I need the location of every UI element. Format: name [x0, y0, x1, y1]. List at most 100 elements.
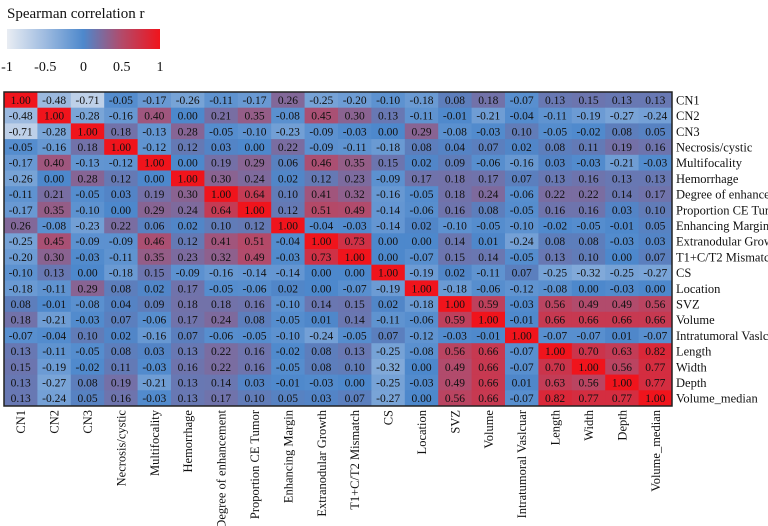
heatmap-cell [338, 233, 372, 250]
heatmap-cell [438, 170, 473, 187]
cell-value-label: 0.23 [345, 173, 365, 185]
cell-value-label: -0.21 [476, 111, 500, 123]
heatmap-cell [571, 311, 606, 328]
heatmap-cell [70, 154, 105, 171]
cell-value-label: 0.13 [545, 95, 565, 107]
heatmap-cell [237, 92, 272, 109]
cell-value-label: 0.00 [411, 393, 431, 405]
cell-value-label: -0.05 [276, 362, 300, 374]
cell-value-label: 0.66 [478, 362, 498, 374]
heatmap-cell [371, 390, 406, 407]
cell-value-label: 0.10 [77, 330, 97, 342]
cell-value-label: 0.13 [545, 252, 565, 264]
heatmap-cell [171, 249, 205, 266]
cell-value-label: -0.21 [610, 158, 634, 170]
heatmap-cell [371, 327, 406, 344]
cell-value-label: -0.05 [109, 95, 133, 107]
cell-value-label: 0.35 [44, 205, 64, 217]
heatmap-cell [505, 280, 539, 297]
heatmap-cell [638, 296, 673, 313]
cell-value-label: 0.07 [345, 393, 365, 405]
row-label: Hemorrhage [676, 172, 739, 186]
cell-value-label: -0.03 [443, 330, 467, 342]
heatmap-cell [237, 139, 272, 156]
heatmap-cell [271, 390, 306, 407]
cell-value-label: 0.05 [645, 220, 665, 232]
cell-value-label: -0.11 [343, 142, 367, 154]
heatmap-cell [404, 201, 439, 219]
heatmap-cell [70, 390, 105, 407]
cell-value-label: 0.00 [244, 142, 264, 154]
heatmap-cell [237, 264, 272, 281]
cell-value-label: 0.09 [144, 299, 164, 311]
heatmap-cell [404, 327, 439, 344]
heatmap-cell [304, 201, 339, 219]
cell-value-label: 0.16 [578, 205, 598, 217]
cell-value-label: 0.08 [111, 283, 131, 295]
heatmap-cell [338, 92, 372, 109]
cell-value-label: 0.10 [345, 362, 365, 374]
cell-value-label: 0.41 [211, 236, 231, 248]
row-label: CN1 [676, 93, 700, 107]
cell-value-label: -0.10 [376, 95, 400, 107]
heatmap-cell [571, 374, 606, 391]
cell-value-label: -0.12 [410, 330, 434, 342]
column-label: Multifocality [148, 409, 162, 476]
row-label: CN2 [676, 109, 700, 123]
cell-value-label: 0.22 [211, 362, 231, 374]
row-label: Enhancing Margin [676, 219, 768, 233]
cell-value-label: -0.17 [243, 95, 267, 107]
heatmap-cell [371, 186, 406, 203]
heatmap-cell [404, 296, 439, 313]
cell-value-label: 0.24 [211, 315, 231, 327]
cell-value-label: -0.20 [343, 95, 367, 107]
cell-value-label: 0.04 [445, 142, 465, 154]
row-label: CN3 [676, 125, 700, 139]
heatmap-cell [605, 170, 640, 187]
cell-value-label: -0.11 [9, 189, 33, 201]
cell-value-label: 0.02 [144, 283, 164, 295]
heatmap-cell [505, 154, 539, 171]
cell-value-label: -0.02 [577, 126, 601, 138]
heatmap-cell [37, 139, 72, 156]
cell-value-label: 0.18 [111, 126, 131, 138]
heatmap-cell [571, 92, 606, 109]
cell-value-label: -0.12 [109, 158, 133, 170]
heatmap-cell [237, 123, 272, 140]
heatmap-cell [171, 343, 205, 360]
heatmap-cell [371, 233, 406, 250]
cell-value-label: 0.14 [345, 315, 365, 327]
cell-value-label: 1.00 [11, 95, 31, 107]
heatmap-cell [505, 186, 539, 203]
heatmap-cell [304, 233, 339, 250]
legend-tick-label: 0 [80, 60, 87, 75]
cell-value-label: -0.05 [510, 205, 534, 217]
cell-value-label: -0.09 [76, 236, 100, 248]
cell-value-label: 0.10 [278, 189, 298, 201]
heatmap-cell [371, 154, 406, 171]
cell-value-label: -0.03 [76, 252, 100, 264]
heatmap-cell [571, 123, 606, 140]
heatmap-cell [137, 233, 172, 250]
heatmap-cell [571, 280, 606, 297]
heatmap-cell [404, 139, 439, 156]
heatmap-cell [204, 233, 239, 250]
cell-value-label: 1.00 [178, 173, 198, 185]
cell-value-label: 0.01 [612, 330, 632, 342]
cell-value-label: 0.22 [211, 346, 231, 358]
heatmap-cell [237, 233, 272, 250]
heatmap-cell [237, 296, 272, 313]
cell-value-label: -0.12 [510, 283, 534, 295]
cell-value-label: -0.25 [610, 268, 634, 280]
heatmap-cell [404, 154, 439, 171]
heatmap-cell [137, 154, 172, 171]
cell-value-label: 0.22 [578, 189, 598, 201]
heatmap-cell [404, 264, 439, 281]
heatmap-cell [538, 123, 573, 140]
cell-value-label: -0.32 [376, 362, 400, 374]
cell-value-label: 0.10 [578, 252, 598, 264]
heatmap-cell [438, 123, 473, 140]
cell-value-label: 0.02 [278, 283, 298, 295]
heatmap-cell [4, 139, 38, 156]
cell-value-label: 0.77 [612, 393, 632, 405]
